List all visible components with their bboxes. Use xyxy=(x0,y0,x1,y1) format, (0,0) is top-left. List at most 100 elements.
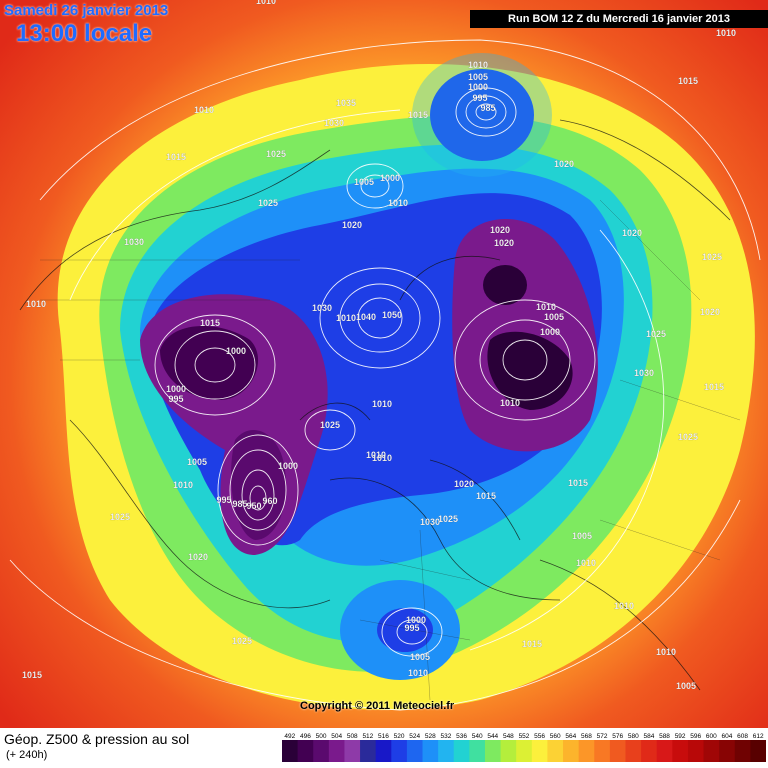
low-med-core xyxy=(377,608,433,652)
scale-tick-label: 580 xyxy=(628,733,639,740)
scale-tick-label: 520 xyxy=(394,733,405,740)
scale-swatch xyxy=(734,740,751,762)
scale-swatch xyxy=(719,740,736,762)
lake-blue-north xyxy=(430,69,534,161)
isobar-label: 1000 xyxy=(166,384,186,394)
scale-tick-label: 500 xyxy=(316,733,327,740)
isobar-label: 1020 xyxy=(490,225,510,235)
scale-swatch xyxy=(594,740,611,762)
scale-swatch xyxy=(687,740,705,762)
scale-swatch xyxy=(297,740,314,762)
lake-cyan-north xyxy=(412,53,552,177)
isobar-label: 1010 xyxy=(256,0,276,6)
isobar-label: 1020 xyxy=(188,552,208,562)
isobar-label: 1005 xyxy=(187,457,207,467)
isobar-label: 1000 xyxy=(380,173,400,183)
color-scale: 492 496 500 504 508 512 516 520 524 528 532 536 540 5… xyxy=(282,733,766,762)
scale-swatch xyxy=(656,740,673,762)
isobar-label: 1030 xyxy=(420,517,440,527)
isobar-label: 1050 xyxy=(382,310,402,320)
scale-tick-label: 592 xyxy=(675,733,686,740)
isobar-label: 1010 xyxy=(388,198,408,208)
isobar-label: 1000 xyxy=(278,461,298,471)
isobar-label: 1010 xyxy=(536,302,556,312)
isobar-label: 1005 xyxy=(572,531,592,541)
isobar-label: 1025 xyxy=(438,514,458,524)
scale-swatch xyxy=(375,740,392,762)
isobar-label: 1025 xyxy=(320,420,340,430)
isobar-label: 1015 xyxy=(568,478,588,488)
scale-tick-label: 516 xyxy=(378,733,389,740)
isobar-label: 1010 xyxy=(408,668,428,678)
forecast-time: 13:00 locale xyxy=(16,20,153,47)
legend-title: Géop. Z500 & pression au sol xyxy=(4,731,190,747)
isobar-label: 1015 xyxy=(166,152,186,162)
isobar-label: 1010 xyxy=(194,105,214,115)
isobar-label: 1020 xyxy=(622,228,642,238)
isobar-label: 1015 xyxy=(704,382,724,392)
scale-tick-label: 532 xyxy=(441,733,452,740)
isobar-label: 1020 xyxy=(494,238,514,248)
isobar-label: 1025 xyxy=(110,512,130,522)
isobar-label: 1025 xyxy=(646,329,666,339)
scale-swatch xyxy=(438,740,455,762)
scale-tick-label: 540 xyxy=(472,733,483,740)
scale-swatch xyxy=(422,740,439,762)
scale-swatch xyxy=(578,740,595,762)
isobar-label: 1015 xyxy=(408,110,428,120)
scale-tick-label: 572 xyxy=(597,733,608,740)
scale-swatch xyxy=(531,740,548,762)
scale-tick-label: 608 xyxy=(737,733,748,740)
scale-swatch xyxy=(313,740,330,762)
scale-swatch xyxy=(328,740,345,762)
isobar-label: 1010 xyxy=(656,647,676,657)
legend-footer: Géop. Z500 & pression au sol (+ 240h) 49… xyxy=(0,728,768,768)
isobar-label: 1010 xyxy=(500,398,520,408)
scale-swatch xyxy=(625,740,642,762)
isobar-label: 1010 xyxy=(26,299,46,309)
scale-tick-label: 588 xyxy=(659,733,670,740)
isobar-label: 1010 xyxy=(173,480,193,490)
isobar-label: 1040 xyxy=(356,312,376,322)
isobar-label: 960 xyxy=(262,496,277,506)
isobar-label: 1025 xyxy=(678,432,698,442)
isobar-label: 1005 xyxy=(354,177,374,187)
scale-tick-label: 552 xyxy=(519,733,530,740)
scale-tick-label: 600 xyxy=(706,733,717,740)
scale-tick-label: 584 xyxy=(643,733,654,740)
isobar-label: 1000 xyxy=(468,82,488,92)
isobar-label: 1020 xyxy=(554,159,574,169)
isobar-label: 1010 xyxy=(372,399,392,409)
scale-swatch xyxy=(391,740,408,762)
isobar-label: 1000 xyxy=(406,615,426,625)
isobar-label: 1010 xyxy=(716,28,736,38)
isobar-label: 1010 xyxy=(336,313,356,323)
country-borders xyxy=(40,199,741,701)
scale-swatch xyxy=(672,740,689,762)
scale-tick-label: 560 xyxy=(550,733,561,740)
scale-tick-label: 604 xyxy=(722,733,733,740)
isobar-label: 1020 xyxy=(700,307,720,317)
isobar-label: 995 xyxy=(472,93,487,103)
isobar-label: 1015 xyxy=(476,491,496,501)
scale-tick-label: 492 xyxy=(284,733,295,740)
scale-tick-label: 568 xyxy=(581,733,592,740)
isobar-label: 1010 xyxy=(372,453,392,463)
isobar-label: 985 xyxy=(480,103,495,113)
scale-swatch xyxy=(453,740,470,762)
isobar-label: 1015 xyxy=(522,639,542,649)
isobar-label: 1005 xyxy=(544,312,564,322)
copyright-notice: Copyright © 2011 Meteociel.fr xyxy=(300,700,455,712)
isobar-label: 995 xyxy=(404,623,419,633)
legend-subtitle: (+ 240h) xyxy=(6,749,48,761)
isobar-label: 950 xyxy=(246,501,261,511)
isobar-labels: 1010101010151010100510009959851035103010… xyxy=(22,0,736,691)
scale-tick-label: 596 xyxy=(690,733,701,740)
scale-tick-label: 548 xyxy=(503,733,514,740)
low-canada-dark xyxy=(160,326,259,400)
isobar-label: 1030 xyxy=(324,118,344,128)
isobar-label: 1010 xyxy=(468,60,488,70)
scale-swatch xyxy=(344,740,361,762)
isobar-label: 1020 xyxy=(454,479,474,489)
isobar-label: 1010 xyxy=(576,558,596,568)
